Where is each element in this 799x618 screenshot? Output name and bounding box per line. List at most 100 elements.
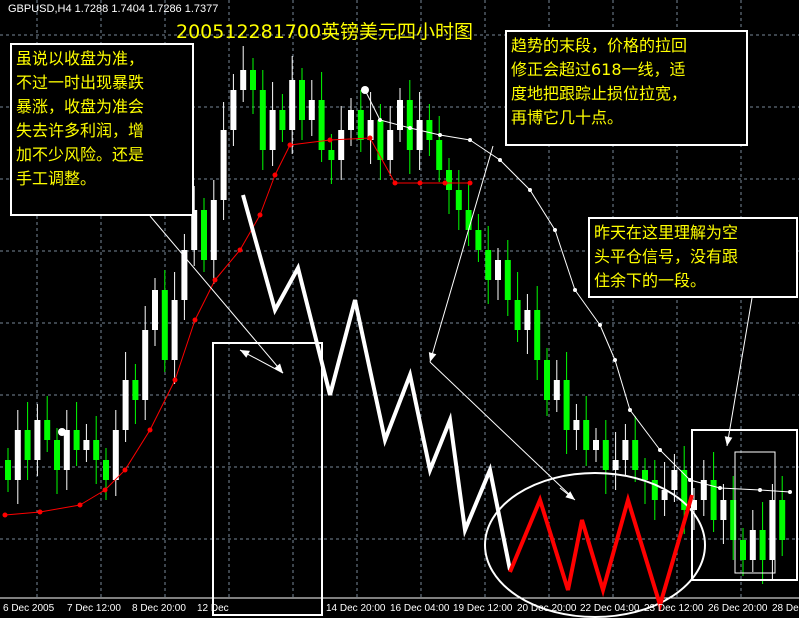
symbol-info: GBPUSD,H4 1.7288 1.7404 1.7286 1.7377 [8, 3, 219, 15]
candle-body [553, 380, 560, 400]
highlight-box [691, 429, 798, 581]
candle-body [779, 500, 786, 540]
sar-line [614, 359, 631, 411]
candle-body [171, 300, 178, 360]
candle-body [769, 500, 776, 560]
x-tick-label: 6 Dec 2005 [3, 603, 55, 614]
candle-body [563, 380, 570, 430]
candle-body [426, 120, 433, 140]
annotation-note-trend-end: 趋势的末段，价格的拉回 修正会超过618一线，适 度地把跟踪止损位拉宽， 再博它… [505, 30, 748, 146]
candle-body [544, 360, 550, 400]
sar-line [149, 379, 176, 431]
sar-dot [467, 180, 473, 186]
candle-body [534, 310, 541, 360]
candle-body [269, 110, 276, 150]
x-tick-label: 26 Dec 20:00 [708, 603, 768, 614]
candle-body [5, 460, 11, 480]
sar-line [379, 119, 411, 129]
candle-body [416, 120, 423, 150]
candle-body [181, 250, 188, 300]
sar-dot [58, 428, 66, 436]
candle-body [465, 210, 472, 230]
candle-body [691, 500, 697, 510]
arrow-line [429, 145, 494, 363]
sar-line [659, 449, 691, 481]
candle-body [201, 210, 207, 260]
candle-body [93, 440, 100, 460]
x-tick-label: 28 Dec [772, 603, 799, 614]
candle-body [103, 460, 109, 480]
candle-body [406, 100, 413, 150]
candle-body [504, 260, 511, 300]
x-tick-label: 14 Dec 20:00 [326, 603, 386, 614]
sar-line [214, 249, 241, 281]
candle-body [759, 530, 766, 560]
sar-line [554, 229, 576, 291]
candle-body [308, 100, 315, 120]
sar-line [174, 319, 196, 381]
candle-body [397, 100, 403, 130]
x-tick-label: 23 Dec 12:00 [644, 603, 704, 614]
arrow-head [240, 350, 250, 358]
candle-body [651, 480, 658, 500]
candle-body [367, 120, 374, 140]
arrow-line [149, 215, 284, 374]
zigzag-down [241, 194, 512, 571]
chart-title: 200512281700英镑美元四小时图 [176, 21, 474, 43]
candle-body [259, 90, 266, 150]
sar-line [39, 504, 81, 513]
candle-body [357, 110, 364, 140]
candle-body [240, 70, 247, 90]
x-tick-label: 22 Dec 04:00 [580, 603, 640, 614]
sar-line [529, 189, 556, 231]
sar-line [499, 159, 531, 191]
annotation-note-yesterday: 昨天在这里理解为空 头平仓信号，没有跟 住余下的一段。 [588, 217, 798, 298]
candle-body [612, 460, 619, 470]
candle-body [514, 300, 521, 330]
candle-body [328, 150, 335, 160]
candle-body [387, 130, 394, 160]
candle-body [583, 420, 590, 450]
candle-body [455, 190, 462, 210]
sar-line [104, 469, 126, 491]
candle-body [210, 200, 217, 260]
sar-dot [788, 490, 792, 494]
sar-line [409, 127, 441, 136]
sar-line [469, 139, 501, 161]
sar-line [364, 89, 381, 121]
arrow-head [565, 491, 575, 500]
candle-body [642, 470, 648, 480]
sar-line [274, 144, 291, 176]
candle-body [377, 120, 384, 160]
candle-body [142, 330, 149, 400]
candle-body [24, 430, 31, 460]
sar-line [689, 479, 721, 489]
candle-body [318, 100, 325, 150]
candle-body [524, 310, 531, 330]
candle-body [279, 110, 286, 130]
candle-body [681, 470, 688, 510]
sar-line [719, 487, 761, 491]
candle-body [191, 210, 198, 250]
sar-line [369, 137, 396, 184]
candle-body [83, 440, 90, 450]
sar-line [599, 324, 616, 361]
x-tick-label: 12 Dec [197, 603, 229, 614]
candle-body [289, 80, 296, 130]
candle-body [112, 430, 119, 480]
sar-line [194, 279, 216, 321]
candle-body [720, 500, 727, 520]
sar-line [629, 409, 661, 451]
candle-body [299, 80, 305, 120]
candle-body [485, 250, 492, 280]
highlight-box-inner [734, 451, 776, 574]
candle-body [338, 130, 345, 160]
candle-body [593, 440, 599, 450]
sar-line [4, 511, 41, 516]
candle-body [622, 440, 629, 460]
candle-body [44, 420, 51, 440]
sar-line [329, 137, 371, 141]
x-tick-label: 19 Dec 12:00 [453, 603, 513, 614]
